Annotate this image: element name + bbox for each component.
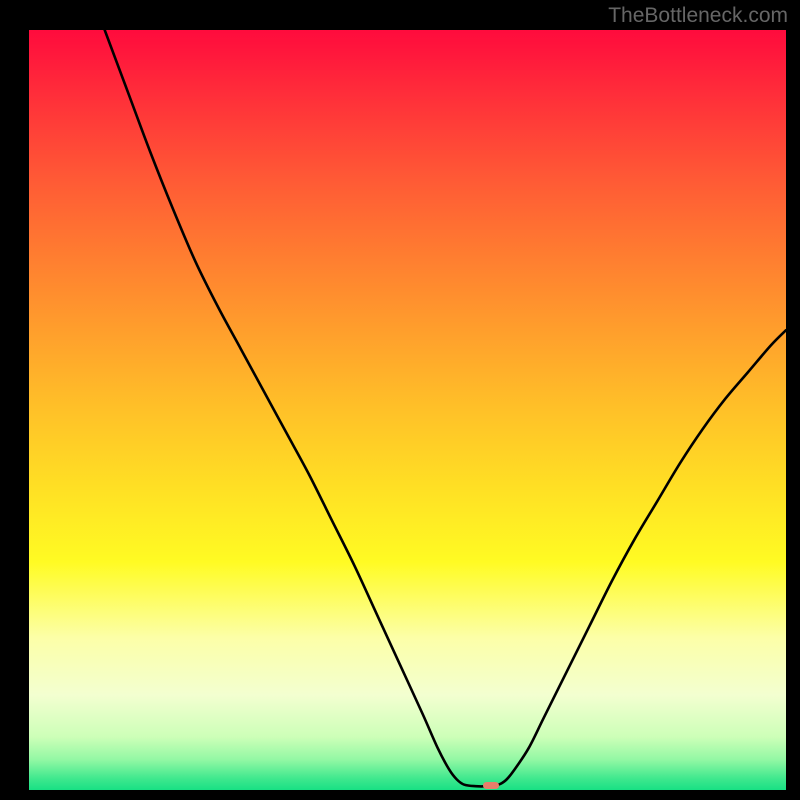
watermark-text: TheBottleneck.com bbox=[608, 4, 788, 28]
chart-frame: TheBottleneck.com bbox=[0, 0, 800, 800]
chart-svg bbox=[0, 0, 800, 800]
minimum-marker bbox=[483, 782, 499, 790]
gradient-background bbox=[29, 30, 786, 790]
